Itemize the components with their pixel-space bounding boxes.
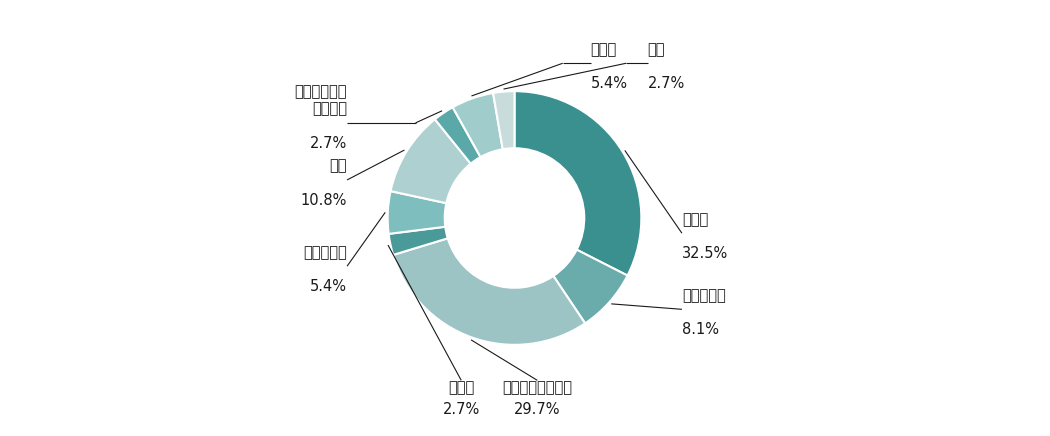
- Text: 2.7%: 2.7%: [443, 402, 480, 417]
- Wedge shape: [388, 227, 447, 255]
- Text: 8.1%: 8.1%: [681, 322, 719, 337]
- Text: 卸・小売業: 卸・小売業: [303, 245, 348, 260]
- Text: 情報通信業: 情報通信業: [681, 288, 726, 303]
- Wedge shape: [435, 107, 481, 164]
- Wedge shape: [453, 93, 503, 157]
- Wedge shape: [514, 91, 642, 276]
- Wedge shape: [393, 238, 585, 345]
- Wedge shape: [494, 91, 514, 149]
- Text: 公務員: 公務員: [590, 42, 616, 57]
- Text: 2.7%: 2.7%: [310, 136, 348, 150]
- Text: 5.4%: 5.4%: [590, 76, 628, 91]
- Text: 製造業: 製造業: [681, 212, 708, 227]
- Text: 技術・サービス業: 技術・サービス業: [502, 380, 572, 395]
- Text: 輸送: 輸送: [330, 159, 348, 174]
- Text: 10.8%: 10.8%: [300, 193, 348, 208]
- Text: 29.7%: 29.7%: [514, 402, 561, 417]
- Text: 電気・ガス・
熱・水道: 電気・ガス・ 熱・水道: [295, 84, 348, 116]
- Text: 32.5%: 32.5%: [681, 246, 728, 261]
- Text: 2.7%: 2.7%: [648, 76, 685, 91]
- Wedge shape: [387, 191, 446, 234]
- Wedge shape: [553, 250, 628, 324]
- Text: 教員: 教員: [648, 42, 666, 57]
- Text: 建設業: 建設業: [448, 380, 475, 395]
- Wedge shape: [391, 119, 470, 203]
- Text: 5.4%: 5.4%: [310, 279, 348, 294]
